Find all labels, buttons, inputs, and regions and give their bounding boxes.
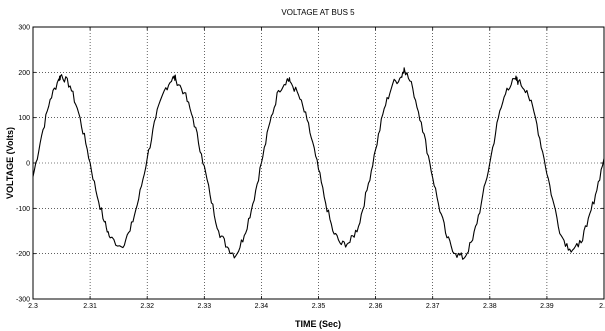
x-tick-label: 2.32 — [140, 303, 154, 310]
y-tick-label: 200 — [18, 70, 30, 77]
grid — [33, 27, 604, 299]
y-tick-label: 0 — [26, 161, 30, 168]
x-tick-label: 2.38 — [483, 303, 497, 310]
x-tick-labels: 2.3 2.31 2.32 2.33 2.34 2.35 2.36 2.37 2.38 2.39 2… — [28, 303, 605, 310]
x-tick-label: 2.36 — [369, 303, 383, 310]
x-tick-label: 2.3 — [28, 303, 38, 310]
x-tick-label: 2.31 — [83, 303, 97, 310]
y-tick-label: -200 — [16, 251, 30, 258]
y-tick-label: 300 — [18, 25, 30, 32]
chart-title: VOLTAGE AT BUS 5 — [281, 8, 355, 17]
x-tick-label: 2.35 — [312, 303, 326, 310]
x-tick-label: 2.34 — [255, 303, 269, 310]
x-axis-title: TIME (Sec) — [295, 319, 341, 329]
y-axis-title: VOLTAGE (Volts) — [5, 127, 15, 199]
series-line — [32, 67, 605, 260]
y-tick-labels: -300 -200 -100 0 100 200 300 — [16, 25, 30, 304]
x-tick-label: 2.39 — [540, 303, 554, 310]
y-tick-label: -300 — [16, 297, 30, 304]
y-tick-label: -100 — [16, 206, 30, 213]
x-tick-label: 2.33 — [197, 303, 211, 310]
y-tick-label: 100 — [18, 115, 30, 122]
x-tick-label: 2.4 — [599, 303, 605, 310]
x-tick-label: 2.37 — [426, 303, 440, 310]
